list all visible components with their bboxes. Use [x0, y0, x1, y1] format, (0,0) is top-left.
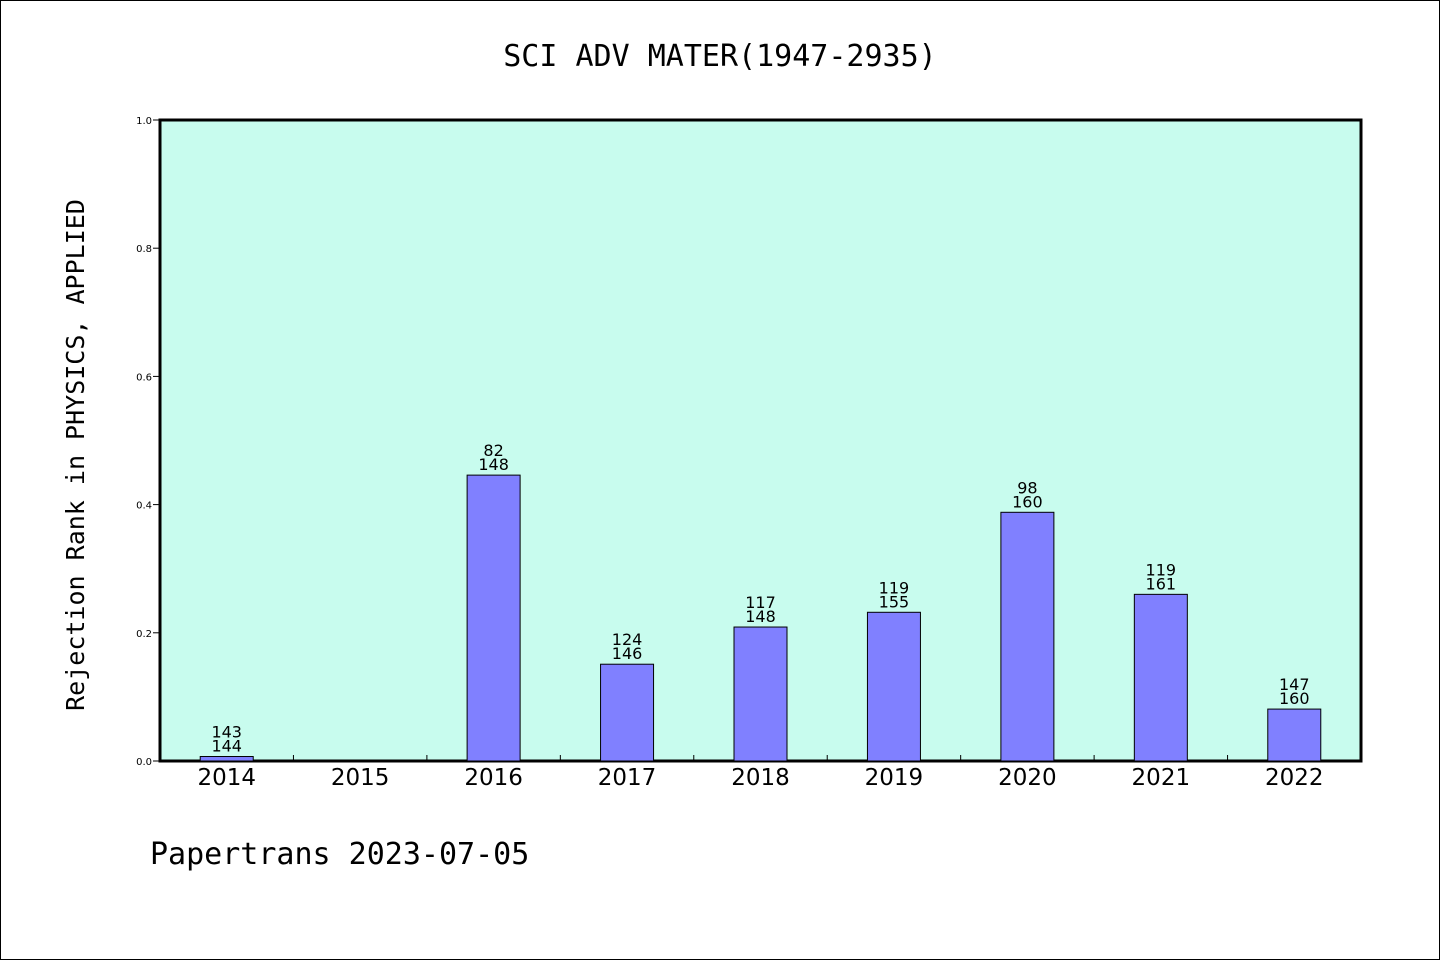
bar-label-rank: 143: [211, 723, 242, 742]
y-tick-label: 0.2: [136, 629, 152, 640]
bar-2020: [1000, 511, 1055, 762]
bar-label-rank: 124: [612, 630, 643, 649]
bar-2018: [733, 626, 788, 762]
bar-label-rank: 98: [1017, 478, 1037, 497]
x-tick-label: 2016: [464, 765, 523, 791]
bar-2021: [1133, 593, 1188, 762]
bar-label-total: 161: [1146, 574, 1177, 593]
bar-2017: [600, 663, 655, 762]
bar-2016: [466, 474, 521, 762]
bar-2022: [1267, 708, 1322, 762]
bar-label-total: 160: [1012, 492, 1043, 511]
bar-label-total: 144: [211, 737, 242, 756]
bar-label-rank: 82: [483, 441, 503, 460]
bar-label-total: 148: [478, 455, 509, 474]
y-tick-label: 0.8: [136, 244, 152, 255]
x-axis: 2014 2015 2016 2017 2018 2019 2020 2021 2022: [197, 755, 1324, 791]
bar-2014: [199, 756, 254, 762]
x-tick-label: 2022: [1265, 765, 1324, 791]
bar-label-rank: 119: [1146, 560, 1177, 579]
x-tick-label: 2014: [197, 765, 256, 791]
y-tick-label: 1.0: [136, 116, 152, 127]
x-tick-label: 2018: [731, 765, 790, 791]
chart-title: SCI ADV MATER(1947-2935): [503, 39, 936, 74]
x-tick-label: 2021: [1132, 765, 1191, 791]
y-tick-label: 0.0: [136, 757, 152, 768]
bar-label-rank: 119: [879, 578, 910, 597]
x-tick-label: 2020: [998, 765, 1057, 791]
x-tick-label: 2019: [865, 765, 924, 791]
bar-label-total: 148: [745, 607, 776, 626]
bar-label-total: 146: [612, 644, 643, 663]
bar-labels: 1431448214812414611714811915598160119161…: [211, 441, 1309, 755]
y-axis: 0.0 0.2 0.4 0.6 0.8 1.0: [136, 116, 160, 768]
bar-label-total: 155: [879, 592, 910, 611]
bar-2019: [866, 611, 921, 762]
y-tick-label: 0.6: [136, 372, 152, 383]
bar-label-rank: 117: [745, 593, 776, 612]
x-tick-label: 2015: [331, 765, 390, 791]
bars: [199, 474, 1322, 762]
y-tick-label: 0.4: [136, 501, 152, 512]
bar-label-rank: 147: [1279, 675, 1310, 694]
footer-watermark: Papertrans 2023-07-05: [150, 837, 529, 872]
y-axis-label: Rejection Rank in PHYSICS, APPLIED: [61, 199, 90, 711]
x-tick-label: 2017: [598, 765, 657, 791]
bar-label-total: 160: [1279, 689, 1310, 708]
